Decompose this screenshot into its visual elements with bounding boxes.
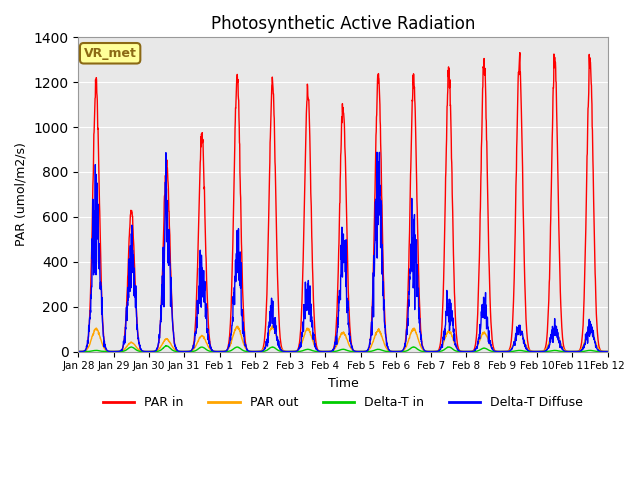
PAR in <box>516 50 524 56</box>
Delta-T Diffuse <box>222 348 230 354</box>
Delta-T Diffuse <box>604 348 611 354</box>
Legend: PAR in, PAR out, Delta-T in, Delta-T Diffuse: PAR in, PAR out, Delta-T in, Delta-T Dif… <box>98 391 588 414</box>
Line: PAR in: PAR in <box>79 53 607 351</box>
PAR out <box>145 348 153 354</box>
Delta-T Diffuse <box>358 348 366 354</box>
PAR out <box>604 348 611 354</box>
Delta-T in <box>222 348 230 354</box>
Delta-T in <box>497 348 504 354</box>
PAR in <box>572 348 580 354</box>
Delta-T Diffuse <box>572 348 580 354</box>
PAR in <box>370 259 378 264</box>
Delta-T in <box>557 348 565 354</box>
PAR out <box>268 323 276 329</box>
Delta-T Diffuse <box>370 314 378 320</box>
Y-axis label: PAR (umol/m2/s): PAR (umol/m2/s) <box>15 143 28 246</box>
PAR out <box>358 348 366 354</box>
Text: VR_met: VR_met <box>84 47 136 60</box>
X-axis label: Time: Time <box>328 377 358 390</box>
PAR in <box>604 348 611 354</box>
PAR out <box>370 336 378 342</box>
PAR in <box>497 348 504 354</box>
PAR out <box>222 348 230 354</box>
PAR out <box>497 348 505 354</box>
Delta-T Diffuse <box>75 348 83 354</box>
Delta-T in <box>370 348 378 353</box>
PAR in <box>222 348 230 354</box>
PAR out <box>572 348 580 354</box>
PAR in <box>557 309 565 314</box>
PAR out <box>557 342 565 348</box>
Title: Photosynthetic Active Radiation: Photosynthetic Active Radiation <box>211 15 476 33</box>
Delta-T in <box>75 348 83 354</box>
Delta-T Diffuse <box>557 344 565 350</box>
Delta-T Diffuse <box>497 348 504 354</box>
Delta-T in <box>163 343 170 348</box>
Line: Delta-T in: Delta-T in <box>79 346 607 351</box>
PAR out <box>75 348 83 354</box>
Delta-T in <box>604 348 611 354</box>
PAR in <box>358 348 366 354</box>
Line: Delta-T Diffuse: Delta-T Diffuse <box>79 152 607 351</box>
Delta-T in <box>358 348 366 354</box>
Delta-T in <box>572 348 580 354</box>
Line: PAR out: PAR out <box>79 326 607 351</box>
PAR in <box>75 348 83 354</box>
Delta-T Diffuse <box>373 149 381 155</box>
